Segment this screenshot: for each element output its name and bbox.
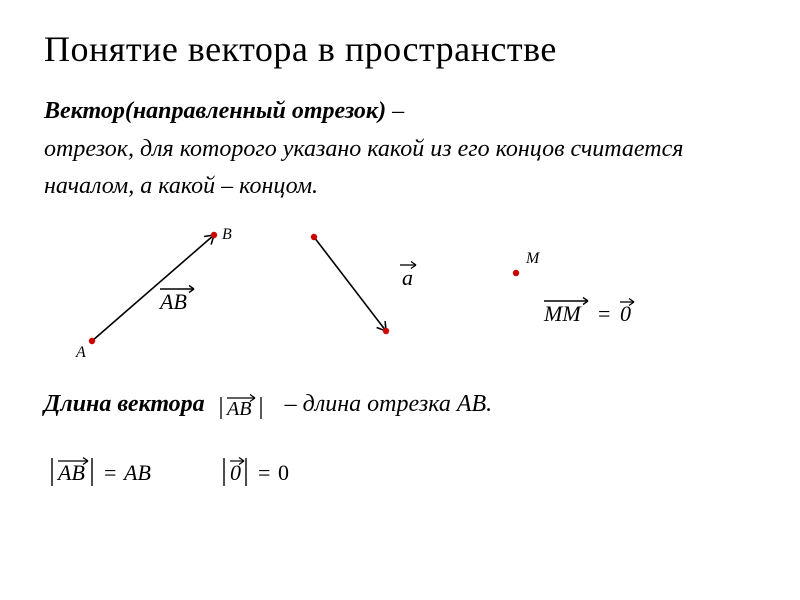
diagram-row: ABABaMMM=0 (44, 213, 756, 383)
svg-text:B: B (222, 226, 232, 243)
svg-text:M: M (525, 250, 541, 267)
svg-text:=: = (258, 460, 270, 485)
svg-text:AB: AB (122, 460, 151, 485)
svg-text:AB: AB (158, 289, 187, 314)
definition-block: Вектор(направленный отрезок) – отрезок, … (44, 98, 756, 205)
definition-dash: – (386, 98, 404, 124)
svg-text:A: A (75, 344, 86, 361)
length-inline-notation: AB (217, 385, 273, 432)
svg-text:a: a (402, 265, 413, 290)
svg-text:MM: MM (543, 301, 582, 326)
svg-text:0: 0 (230, 460, 241, 485)
length-term: Длина вектора (44, 391, 205, 417)
svg-text:=: = (598, 301, 610, 326)
equations-row: AB=AB0=0 (44, 446, 756, 496)
svg-text:0: 0 (278, 460, 289, 485)
definition-term: Вектор(направленный отрезок) (44, 98, 386, 124)
svg-text:0: 0 (620, 301, 631, 326)
page-title: Понятие вектора в пространстве (44, 28, 756, 70)
length-line: Длина вектора AB – длина отрезка AB. (44, 385, 756, 432)
vectors-diagram: ABABaMMM=0 (44, 213, 764, 383)
length-tail: – длина отрезка AB. (285, 391, 493, 417)
svg-text:AB: AB (56, 460, 85, 485)
svg-text:=: = (104, 460, 116, 485)
definition-body: отрезок, для которого указано какой из е… (44, 131, 756, 205)
svg-text:AB: AB (225, 398, 251, 420)
